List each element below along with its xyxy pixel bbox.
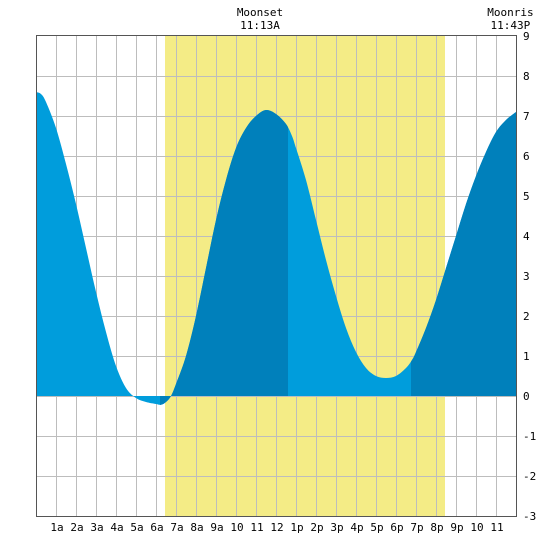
x-tick-label: 8p bbox=[430, 521, 443, 534]
x-tick-label: 4a bbox=[110, 521, 123, 534]
y-tick-label: 7 bbox=[523, 110, 530, 123]
moon-event-time: 11:13A bbox=[240, 19, 280, 32]
x-tick-label: 2p bbox=[310, 521, 323, 534]
moon-event-title: Moonris bbox=[487, 6, 533, 19]
y-tick-label: 0 bbox=[523, 390, 530, 403]
y-tick-label: 5 bbox=[523, 190, 530, 203]
y-tick-label: 9 bbox=[523, 30, 530, 43]
x-tick-label: 8a bbox=[190, 521, 203, 534]
x-tick-label: 11 bbox=[250, 521, 263, 534]
y-tick-label: 6 bbox=[523, 150, 530, 163]
y-tick-label: -2 bbox=[523, 470, 536, 483]
x-tick-label: 2a bbox=[70, 521, 83, 534]
x-tick-label: 1a bbox=[50, 521, 63, 534]
tide-area-rising bbox=[160, 109, 288, 405]
tide-area-rising bbox=[411, 112, 516, 396]
y-tick-label: 2 bbox=[523, 310, 530, 323]
x-tick-label: 3a bbox=[90, 521, 103, 534]
y-tick-label: 4 bbox=[523, 230, 530, 243]
x-tick-label: 9p bbox=[450, 521, 463, 534]
y-tick-label: 3 bbox=[523, 270, 530, 283]
moon-event-time: 11:43P bbox=[491, 19, 531, 32]
y-tick-label: -3 bbox=[523, 510, 536, 523]
x-tick-label: 10 bbox=[230, 521, 243, 534]
x-tick-label: 11 bbox=[490, 521, 503, 534]
y-tick-label: -1 bbox=[523, 430, 536, 443]
x-tick-label: 6a bbox=[150, 521, 163, 534]
x-tick-label: 10 bbox=[470, 521, 483, 534]
y-tick-label: 8 bbox=[523, 70, 530, 83]
moon-event-title: Moonset bbox=[237, 6, 283, 19]
x-tick-label: 6p bbox=[390, 521, 403, 534]
x-tick-label: 3p bbox=[330, 521, 343, 534]
x-tick-label: 9a bbox=[210, 521, 223, 534]
x-tick-label: 5p bbox=[370, 521, 383, 534]
x-tick-label: 4p bbox=[350, 521, 363, 534]
x-tick-label: 7p bbox=[410, 521, 423, 534]
x-tick-label: 5a bbox=[130, 521, 143, 534]
x-tick-label: 7a bbox=[170, 521, 183, 534]
y-tick-label: 1 bbox=[523, 350, 530, 363]
plot-frame bbox=[36, 35, 517, 517]
x-tick-label: 1p bbox=[290, 521, 303, 534]
x-tick-label: 12 bbox=[270, 521, 283, 534]
